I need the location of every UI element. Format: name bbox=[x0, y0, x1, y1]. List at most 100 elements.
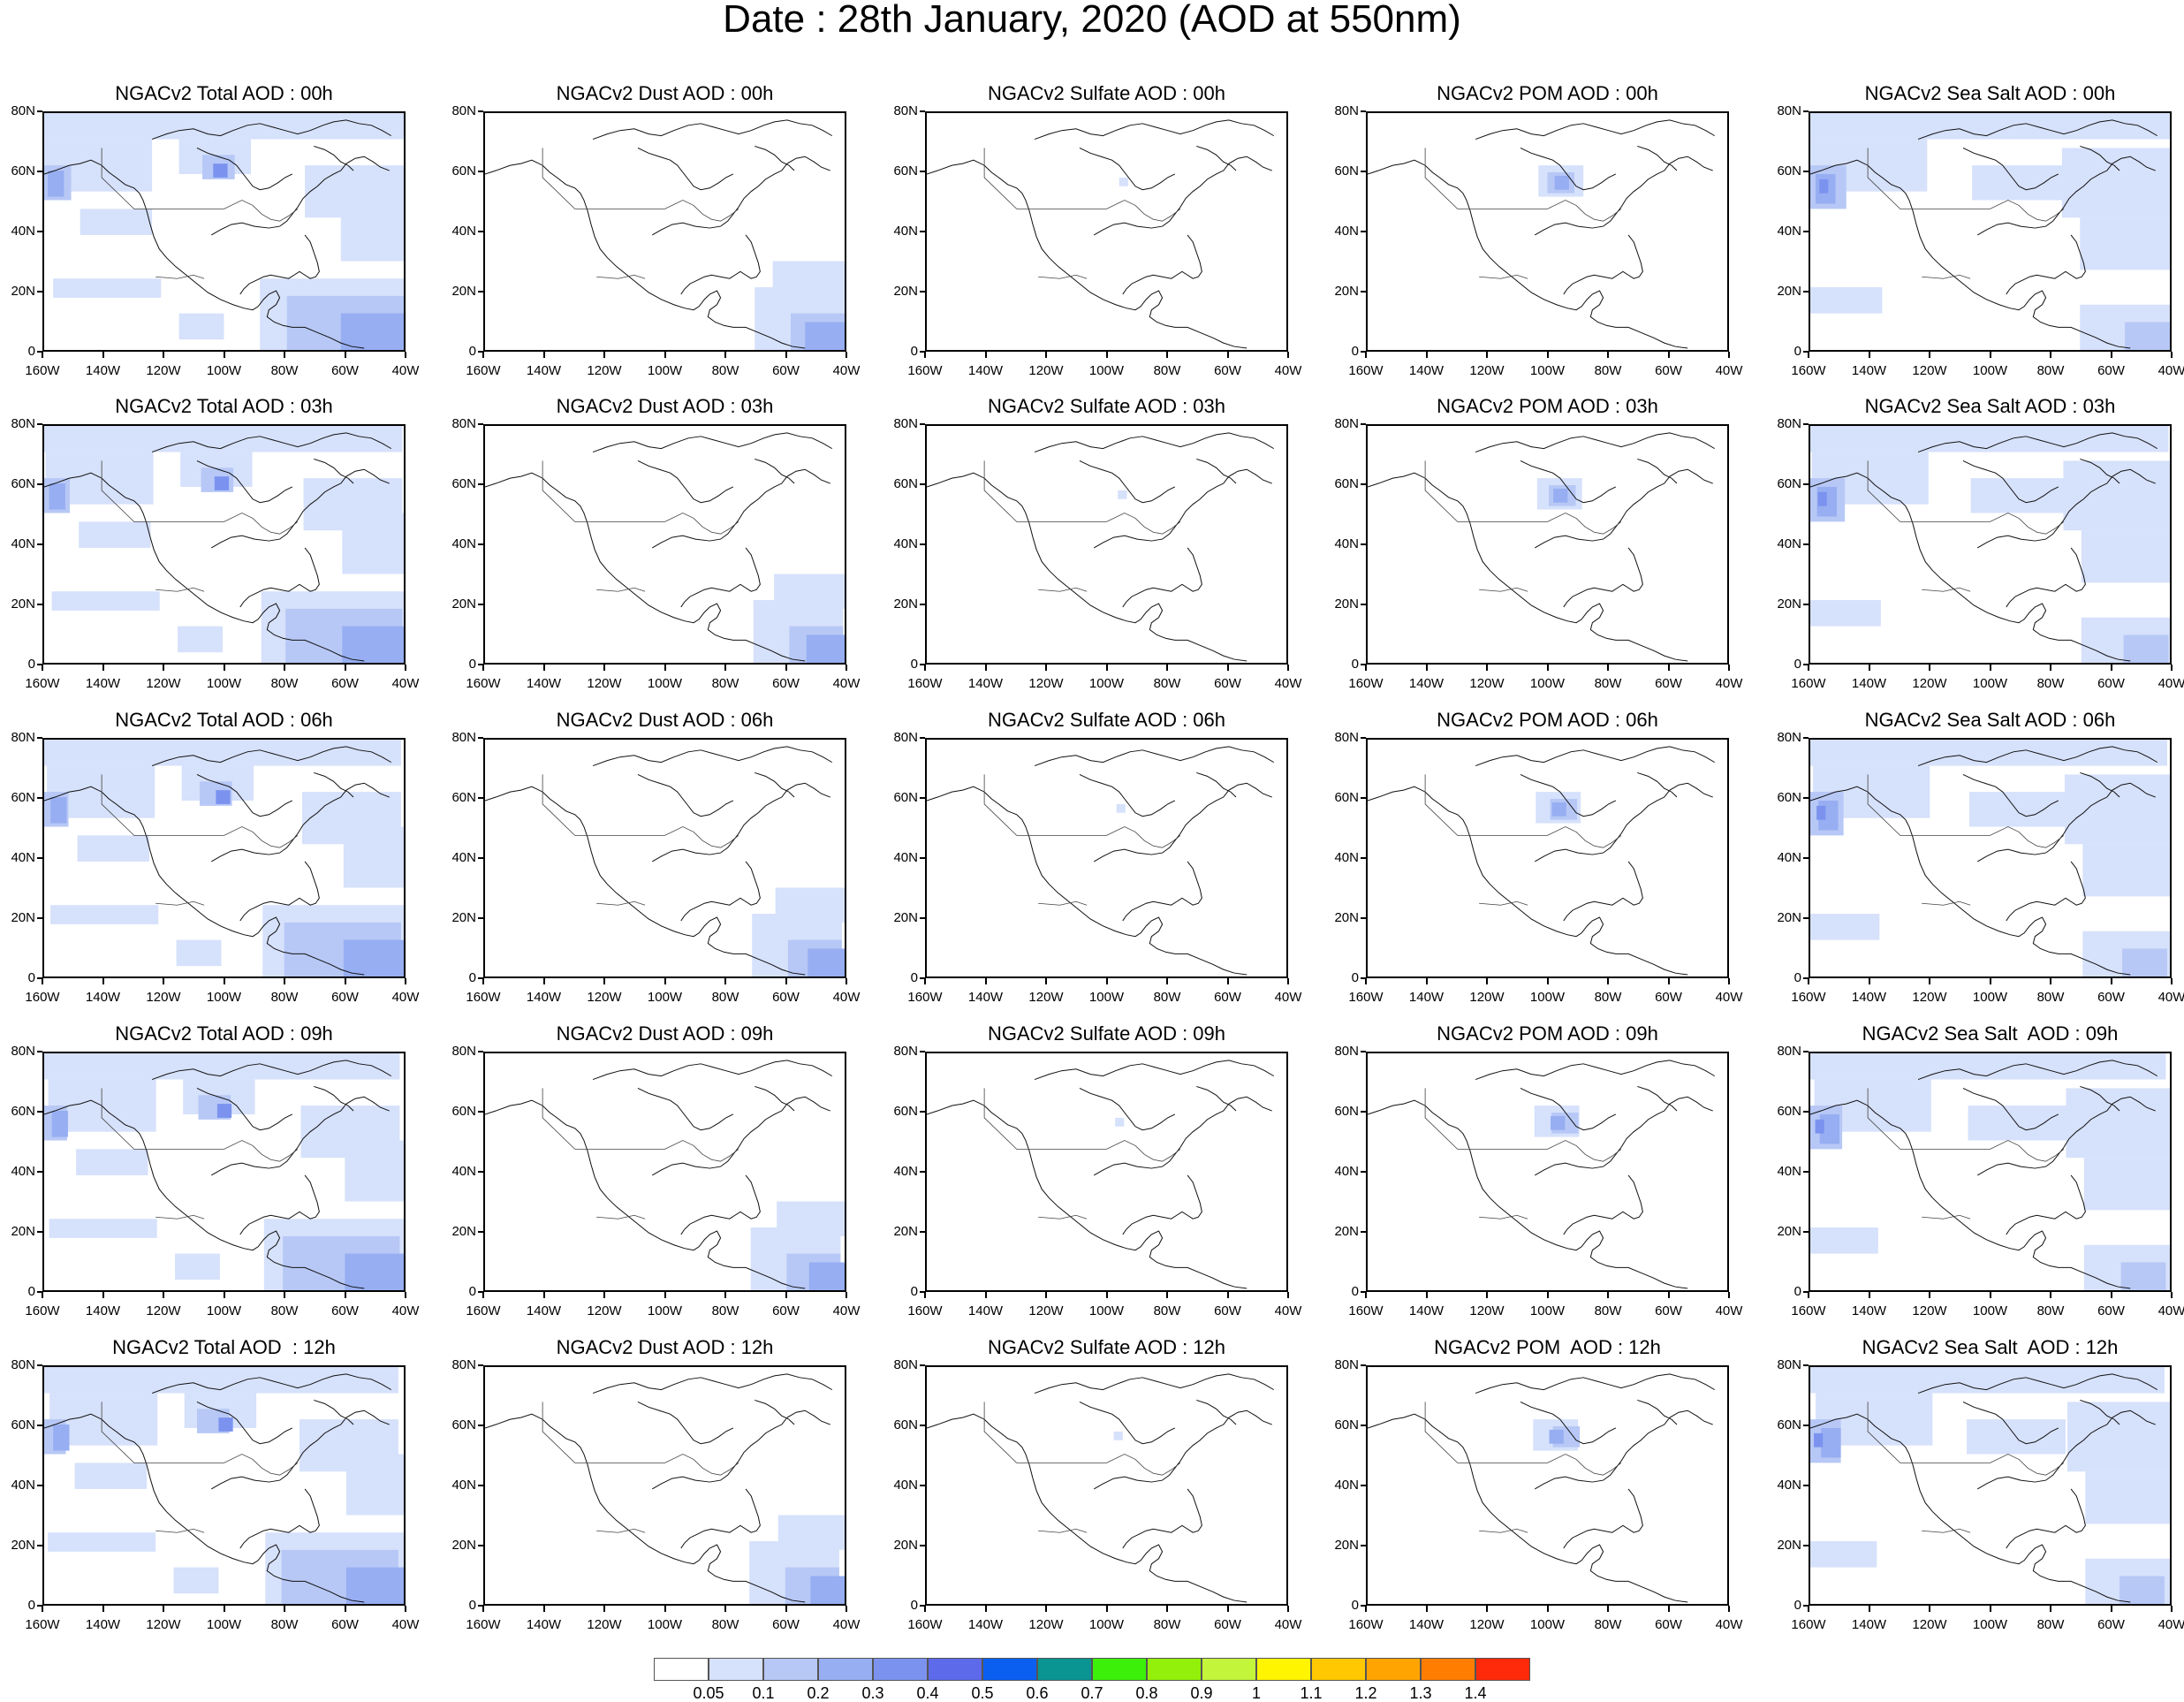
political-border bbox=[1424, 1088, 1622, 1220]
lon-tick bbox=[344, 1606, 346, 1612]
lon-tick bbox=[1868, 352, 1870, 358]
map-panel-sulfate-4 bbox=[925, 1365, 1288, 1606]
lon-tick bbox=[1728, 352, 1730, 358]
lon-tick bbox=[223, 352, 225, 358]
lon-tick-label: 160W bbox=[1791, 363, 1826, 378]
lon-tick-label: 100W bbox=[1972, 363, 2008, 378]
lon-tick bbox=[42, 665, 43, 671]
map-panel-pom-3 bbox=[1366, 1052, 1729, 1292]
lat-tick bbox=[478, 917, 483, 919]
lon-tick bbox=[603, 665, 605, 671]
lon-tick-label: 40W bbox=[2157, 1617, 2184, 1632]
lon-tick bbox=[542, 352, 545, 358]
lat-tick bbox=[478, 1485, 483, 1486]
aod-field-cell bbox=[1118, 490, 1127, 499]
lat-tick-label: 20N bbox=[11, 284, 35, 299]
lon-tick-label: 80W bbox=[270, 990, 299, 1005]
lat-tick-label: 0 bbox=[27, 657, 35, 672]
lon-tick-label: 100W bbox=[1088, 990, 1125, 1005]
lon-tick bbox=[1425, 665, 1428, 671]
lon-tick-label: 40W bbox=[391, 676, 420, 691]
aod-field-cell bbox=[1551, 1115, 1566, 1130]
lon-tick-label: 80W bbox=[2036, 990, 2065, 1005]
lat-tick-label: 80N bbox=[893, 103, 918, 118]
aod-map-svg bbox=[44, 1053, 404, 1290]
lon-tick bbox=[42, 978, 43, 984]
lon-tick bbox=[1546, 1292, 1549, 1298]
lon-tick-label: 120W bbox=[1028, 676, 1064, 691]
lat-tick-label: 0 bbox=[1793, 1598, 1801, 1613]
lat-tick bbox=[1803, 737, 1809, 739]
lon-tick-label: 120W bbox=[146, 1303, 181, 1318]
aod-field-cell bbox=[2081, 530, 2170, 583]
aod-field-cell bbox=[1968, 1106, 2067, 1141]
lon-tick-label: 140W bbox=[967, 363, 1004, 378]
lat-tick-label: 80N bbox=[893, 730, 918, 745]
lat-tick-label: 20N bbox=[893, 1538, 918, 1553]
lon-tick-label: 120W bbox=[146, 363, 181, 378]
lon-tick bbox=[785, 665, 787, 671]
colorbar-swatch bbox=[1421, 1658, 1475, 1681]
lon-tick bbox=[1425, 352, 1428, 358]
lat-tick-label: 40N bbox=[451, 850, 476, 865]
aod-field-cell bbox=[1549, 1429, 1564, 1444]
aod-map-svg bbox=[1810, 740, 2170, 976]
lon-tick bbox=[1105, 1606, 1108, 1612]
panel-title-total-2: NGACv2 Total AOD : 06h bbox=[115, 709, 333, 731]
lon-tick bbox=[1868, 978, 1870, 984]
lat-tick-label: 80N bbox=[11, 730, 35, 745]
map-panel-total-3 bbox=[42, 1052, 406, 1292]
colorbar-swatch bbox=[928, 1658, 982, 1681]
lat-tick-label: 20N bbox=[1777, 284, 1801, 299]
lat-tick-label: 0 bbox=[1793, 1284, 1801, 1299]
lon-tick bbox=[724, 978, 726, 984]
lon-tick bbox=[1166, 978, 1168, 984]
lon-tick bbox=[603, 1606, 605, 1612]
lat-tick-label: 60N bbox=[893, 1104, 918, 1119]
lon-tick bbox=[223, 1292, 225, 1298]
lat-tick bbox=[478, 604, 483, 605]
lat-tick-label: 20N bbox=[11, 910, 35, 925]
lat-tick bbox=[1361, 1291, 1366, 1293]
political-border bbox=[1424, 774, 1622, 906]
lat-tick bbox=[1803, 1545, 1809, 1546]
lon-tick-label: 100W bbox=[1972, 1617, 2008, 1632]
lon-tick bbox=[603, 978, 605, 984]
lon-tick-label: 160W bbox=[1791, 676, 1826, 691]
lat-tick bbox=[920, 110, 925, 112]
aod-field-cell bbox=[213, 163, 228, 178]
lon-tick-label: 40W bbox=[1715, 1617, 1743, 1632]
aod-map-svg bbox=[927, 432, 1275, 662]
political-border bbox=[1867, 1088, 2065, 1220]
lat-tick-label: 20N bbox=[451, 1224, 476, 1239]
lon-tick bbox=[1607, 1606, 1609, 1612]
lat-tick bbox=[478, 1171, 483, 1173]
aod-field-cell bbox=[777, 1515, 845, 1550]
lat-tick-label: 0 bbox=[1793, 970, 1801, 985]
lon-tick-label: 100W bbox=[206, 363, 242, 378]
lat-tick-label: 60N bbox=[1777, 1104, 1801, 1119]
lat-tick-label: 60N bbox=[1777, 163, 1801, 179]
lat-tick-label: 40N bbox=[11, 224, 35, 239]
lat-tick bbox=[37, 857, 42, 859]
lon-tick bbox=[102, 978, 104, 984]
lon-tick-label: 40W bbox=[391, 1617, 420, 1632]
lon-tick-label: 120W bbox=[1028, 990, 1064, 1005]
lat-tick bbox=[37, 291, 42, 293]
lat-tick bbox=[1803, 423, 1809, 425]
lon-tick bbox=[102, 1606, 104, 1612]
lon-tick bbox=[1166, 1292, 1168, 1298]
aod-map-svg bbox=[927, 119, 1275, 349]
lon-tick-label: 40W bbox=[391, 1303, 420, 1318]
aod-field-cell bbox=[44, 426, 403, 452]
political-border bbox=[542, 774, 739, 906]
lat-tick bbox=[1803, 1605, 1809, 1607]
coastline bbox=[485, 1060, 833, 1289]
aod-map-svg bbox=[927, 1060, 1275, 1289]
lon-tick-label: 80W bbox=[1594, 363, 1622, 378]
aod-map-svg bbox=[927, 1373, 1275, 1603]
lon-tick-label: 140W bbox=[967, 1617, 1004, 1632]
lat-tick-label: 60N bbox=[11, 1104, 35, 1119]
lon-tick bbox=[1287, 1292, 1289, 1298]
lon-tick bbox=[1365, 1292, 1367, 1298]
